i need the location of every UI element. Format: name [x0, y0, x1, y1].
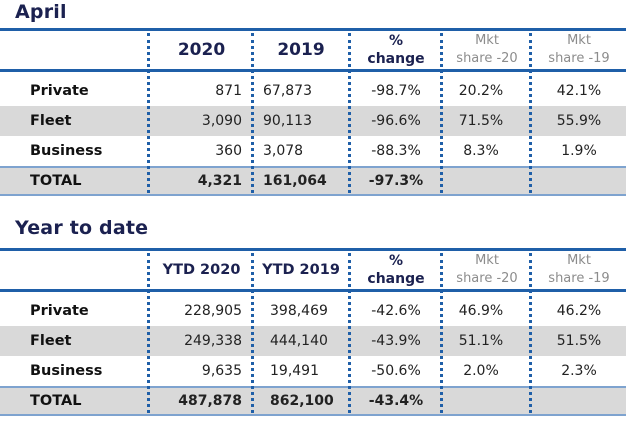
cell-pct-change: -42.6%: [371, 303, 421, 319]
row-label: Fleet: [30, 113, 72, 129]
header-pct-change: % change: [367, 253, 425, 287]
cell-ytd-2019: 19,491: [270, 363, 319, 379]
cell-ytd-2019: 444,140: [270, 333, 328, 349]
column-divider: [348, 253, 351, 413]
table-row-total: TOTAL 487,878 862,100 -43.4%: [0, 386, 626, 416]
column-divider: [348, 33, 351, 193]
cell-pct-change: -88.3%: [371, 143, 421, 159]
cell-mkt-share-19: 2.3%: [561, 363, 597, 379]
header-mkt-share-20: Mkt share -20: [456, 253, 518, 286]
cell-mkt-share-20: [443, 388, 519, 414]
row-label: Business: [30, 363, 103, 379]
column-divider: [251, 253, 254, 413]
cell-pct-change: -96.6%: [371, 113, 421, 129]
cell-mkt-share-20: 20.2%: [458, 83, 504, 99]
cell-ytd-2020: 9,635: [201, 363, 242, 379]
cell-mkt-share-19: 55.9%: [556, 113, 602, 129]
cell-2019: 161,064: [263, 173, 327, 189]
row-label: Private: [30, 83, 89, 99]
cell-pct-change: -97.3%: [368, 173, 424, 189]
table-row-business: Business 9,635 19,491 -50.6% 2.0% 2.3%: [0, 356, 626, 386]
cell-pct-change: -98.7%: [371, 83, 421, 99]
column-divider: [147, 33, 150, 193]
row-label: Private: [30, 303, 89, 319]
cell-mkt-share-20: 8.3%: [463, 143, 499, 159]
row-label: Fleet: [30, 333, 72, 349]
header-pct-change: % change: [367, 33, 425, 67]
table-row-private: Private 871 67,873 -98.7% 20.2% 42.1%: [0, 76, 626, 106]
cell-ytd-2019: 862,100: [270, 393, 334, 409]
cell-2019: 90,113: [263, 113, 312, 129]
section-title-year-to-date: Year to date: [15, 217, 149, 239]
header-2020: 2020: [177, 40, 226, 60]
cell-2020: 871: [215, 83, 242, 99]
cell-mkt-share-20: 2.0%: [463, 363, 499, 379]
column-divider: [147, 253, 150, 413]
cell-pct-change: -50.6%: [371, 363, 421, 379]
cell-mkt-share-19: 46.2%: [556, 303, 602, 319]
column-divider: [440, 253, 443, 413]
cell-2019: 67,873: [263, 83, 312, 99]
cell-ytd-2020: 487,878: [178, 393, 242, 409]
cell-2019: 3,078: [263, 143, 304, 159]
row-label: TOTAL: [30, 393, 82, 409]
cell-mkt-share-20: 51.1%: [458, 333, 504, 349]
column-divider: [529, 253, 532, 413]
table-row-business: Business 360 3,078 -88.3% 8.3% 1.9%: [0, 136, 626, 166]
column-divider: [440, 33, 443, 193]
cell-mkt-share-19: [532, 388, 626, 414]
cell-mkt-share-19: 42.1%: [556, 83, 602, 99]
cell-mkt-share-20: 46.9%: [458, 303, 504, 319]
cell-pct-change: -43.4%: [368, 393, 424, 409]
cell-ytd-2020: 228,905: [184, 303, 242, 319]
header-mkt-share-19: Mkt share -19: [548, 253, 610, 286]
header-mkt-share-19: Mkt share -19: [548, 33, 610, 66]
table-header: 2020 2019 % change Mkt share -20 Mkt share …: [0, 28, 626, 72]
cell-mkt-share-20: [443, 168, 519, 194]
column-divider: [529, 33, 532, 193]
cell-mkt-share-19: 51.5%: [556, 333, 602, 349]
table-row-fleet: Fleet 249,338 444,140 -43.9% 51.1% 51.5%: [0, 326, 626, 356]
header-mkt-share-20: Mkt share -20: [456, 33, 518, 66]
table-header: YTD 2020 YTD 2019 % change Mkt share -20 M…: [0, 248, 626, 292]
cell-2020: 3,090: [201, 113, 242, 129]
table-row-fleet: Fleet 3,090 90,113 -96.6% 71.5% 55.9%: [0, 106, 626, 136]
section-title-april: April: [15, 1, 67, 23]
table-row-total: TOTAL 4,321 161,064 -97.3%: [0, 166, 626, 196]
header-ytd-2019: YTD 2019: [262, 262, 340, 278]
cell-ytd-2019: 398,469: [270, 303, 328, 319]
header-ytd-2020: YTD 2020: [162, 262, 241, 278]
cell-mkt-share-20: 71.5%: [458, 113, 504, 129]
table-row-private: Private 228,905 398,469 -42.6% 46.9% 46.…: [0, 296, 626, 326]
cell-2020: 4,321: [197, 173, 242, 189]
row-label: Business: [30, 143, 103, 159]
cell-pct-change: -43.9%: [371, 333, 421, 349]
cell-ytd-2020: 249,338: [184, 333, 242, 349]
row-label: TOTAL: [30, 173, 82, 189]
cell-mkt-share-19: [532, 168, 626, 194]
column-divider: [251, 33, 254, 193]
cell-mkt-share-19: 1.9%: [561, 143, 597, 159]
cell-2020: 360: [215, 143, 242, 159]
header-2019: 2019: [277, 40, 325, 60]
